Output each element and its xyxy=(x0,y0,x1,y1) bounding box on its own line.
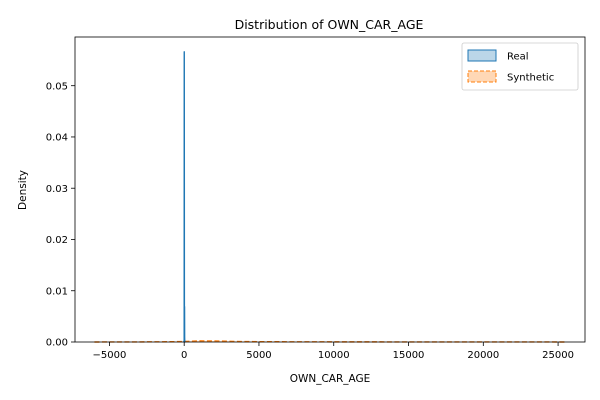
y-axis: 0.00 0.01 0.02 0.03 0.04 0.05 xyxy=(46,81,75,349)
y-tick-label: 0.03 xyxy=(46,184,68,195)
legend-label-real: Real xyxy=(507,52,529,63)
x-tick-label: 10000 xyxy=(318,350,350,361)
legend: Real Synthetic xyxy=(461,42,579,91)
y-tick-label: 0.05 xyxy=(46,81,68,92)
legend-swatch-synthetic xyxy=(467,70,497,83)
legend-label-synthetic: Synthetic xyxy=(507,73,554,84)
legend-box xyxy=(461,42,579,91)
plot-frame xyxy=(74,36,586,343)
y-tick-label: 0.02 xyxy=(46,235,68,246)
x-axis-label: OWN_CAR_AGE xyxy=(290,373,371,385)
x-tick-label: 0 xyxy=(181,350,187,361)
y-axis-label: Density xyxy=(17,170,29,210)
x-tick-label: 20000 xyxy=(467,350,499,361)
x-tick-label: −5000 xyxy=(92,350,126,361)
x-tick-label: 5000 xyxy=(246,350,271,361)
plot-area xyxy=(74,36,586,343)
x-tick-label: 15000 xyxy=(393,350,425,361)
y-tick-label: 0.00 xyxy=(46,338,68,349)
y-tick-label: 0.01 xyxy=(46,286,68,297)
y-tick-label: 0.04 xyxy=(46,133,68,144)
x-tick-label: 25000 xyxy=(542,350,574,361)
legend-swatch-real xyxy=(467,49,497,62)
x-axis: −5000 0 5000 10000 15000 20000 25000 xyxy=(92,342,574,361)
chart-title: Distribution of OWN_CAR_AGE xyxy=(235,17,424,32)
